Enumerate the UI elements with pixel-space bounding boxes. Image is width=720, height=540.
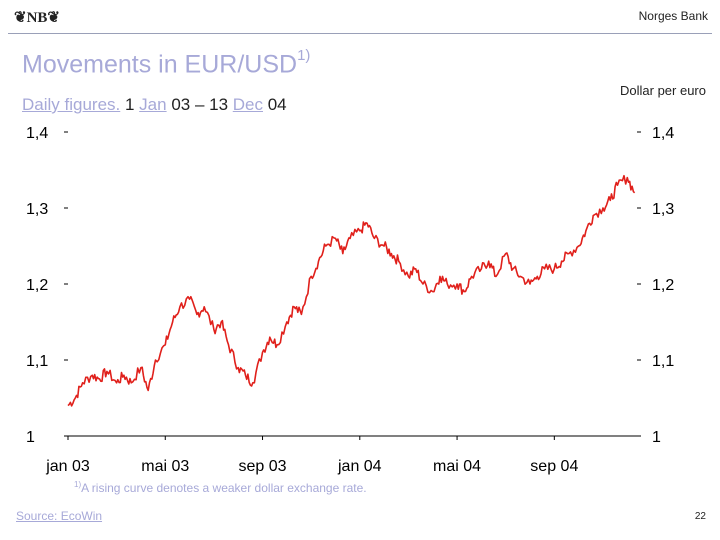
eurusd-series-line [67,174,636,407]
y-tick-label-right: 1 [652,429,661,446]
y-tick-label-left: 1 [26,429,35,446]
source-link[interactable]: Source: EcoWin [16,509,103,523]
footnote-text: A rising curve denotes a weaker dollar e… [81,481,367,495]
x-tick-label: sep 04 [530,458,578,475]
y-tick-label-left: 1,2 [26,277,48,294]
subtitle-part-2: 1 [120,95,140,114]
subtitle-part-5: Dec [232,95,263,114]
subtitle-part-1: Daily figures. [22,95,121,114]
x-tick-label: jan 03 [45,458,90,475]
units-label: Dollar per euro [620,83,706,98]
title-text: Movements in EUR/USD [22,50,298,79]
y-tick-label-right: 1,2 [652,277,674,294]
y-tick-label-left: 1,1 [26,353,48,370]
subtitle-part-3: Jan [139,95,167,114]
page-number: 22 [694,511,706,522]
y-tick-label-right: 1,4 [652,125,674,142]
subtitle-part-4: 03 – 13 [166,95,233,114]
x-tick-label: jan 04 [337,458,382,475]
header-divider [8,33,712,34]
y-tick-label-left: 1,3 [26,201,48,218]
footnote: 1)A rising curve denotes a weaker dollar… [74,480,367,495]
x-tick-label: mai 04 [433,458,481,475]
title-footnote-marker: 1) [297,47,311,64]
x-tick-label: mai 03 [141,458,189,475]
y-tick-label-right: 1,1 [652,353,674,370]
slide-subtitle: Daily figures. 1 Jan 03 – 13 Dec 04 [22,95,287,115]
subtitle-part-6: 04 [263,95,287,114]
x-tick-label: sep 03 [239,458,287,475]
y-tick-label-right: 1,3 [652,201,674,218]
norges-bank-logo: ❦NB❦ [14,10,60,26]
y-tick-label-left: 1,4 [26,125,48,142]
bank-name: Norges Bank [638,9,708,23]
slide-title: Movements in EUR/USD1) [22,47,311,79]
footnote-marker: 1) [74,480,82,489]
